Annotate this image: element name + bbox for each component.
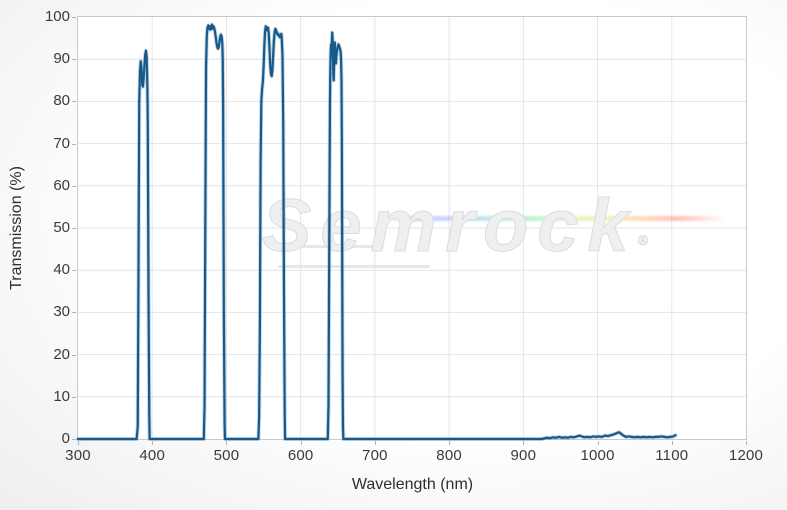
x-tick-mark (226, 441, 228, 445)
registered-trademark-icon: ® (637, 232, 648, 249)
y-tick-label: 60 (53, 176, 70, 194)
y-tick-mark (72, 17, 76, 18)
y-tick-label: 70 (53, 134, 70, 152)
y-tick-mark (72, 439, 76, 440)
x-tick-mark (746, 441, 747, 445)
x-tick-mark (523, 441, 525, 445)
watermark-swoosh-line (278, 265, 430, 268)
x-tick-label: 1200 (728, 447, 764, 464)
y-axis-title: Transmission (%) (8, 166, 25, 290)
y-tick-label: 90 (53, 50, 70, 68)
y-tick-label: 10 (53, 387, 70, 405)
y-tick-label: 30 (53, 303, 70, 321)
y-tick-label: 40 (53, 261, 70, 279)
x-tick-label: 1100 (655, 447, 689, 464)
transmission-curve (76, 22, 678, 441)
x-tick-mark (449, 441, 451, 445)
plot-area (76, 16, 747, 441)
y-tick-mark (72, 396, 76, 398)
x-tick-mark (374, 441, 376, 445)
x-tick-label: 800 (436, 447, 462, 464)
semrock-watermark: Semrock® (262, 183, 649, 268)
y-tick-mark (72, 185, 76, 187)
x-tick-mark (78, 441, 79, 445)
watermark-text: Semrock (262, 184, 638, 268)
y-tick-mark (72, 101, 76, 103)
y-tick-label: 80 (53, 92, 70, 110)
x-tick-label: 1000 (580, 447, 615, 464)
y-tick-mark (72, 59, 76, 61)
y-tick-mark (72, 270, 76, 272)
watermark-swoosh-line (290, 245, 382, 248)
x-axis-title: Wavelength (nm) (351, 476, 474, 493)
transmission-curve-line (76, 23, 677, 441)
y-tick-mark (72, 312, 76, 314)
x-tick-mark (671, 441, 673, 445)
y-tick-label: 100 (44, 8, 70, 25)
y-tick-mark (72, 228, 76, 229)
x-tick-label: 700 (362, 447, 388, 464)
watermark-rainbow-streak (384, 216, 726, 221)
x-tick-label: 500 (213, 447, 240, 464)
x-tick-mark (152, 441, 154, 445)
y-tick-label: 0 (61, 430, 70, 447)
x-tick-mark (597, 441, 599, 445)
x-tick-mark (300, 441, 302, 445)
y-tick-label: 50 (53, 219, 70, 236)
x-tick-label: 400 (139, 447, 166, 464)
y-tick-mark (72, 354, 76, 356)
x-tick-label: 600 (287, 447, 314, 464)
y-tick-mark (72, 143, 76, 145)
x-tick-label: 900 (510, 447, 537, 464)
y-tick-label: 20 (53, 345, 70, 363)
x-tick-label: 300 (65, 447, 91, 464)
transmission-curve-halo (76, 22, 678, 441)
gridlines (78, 17, 746, 439)
